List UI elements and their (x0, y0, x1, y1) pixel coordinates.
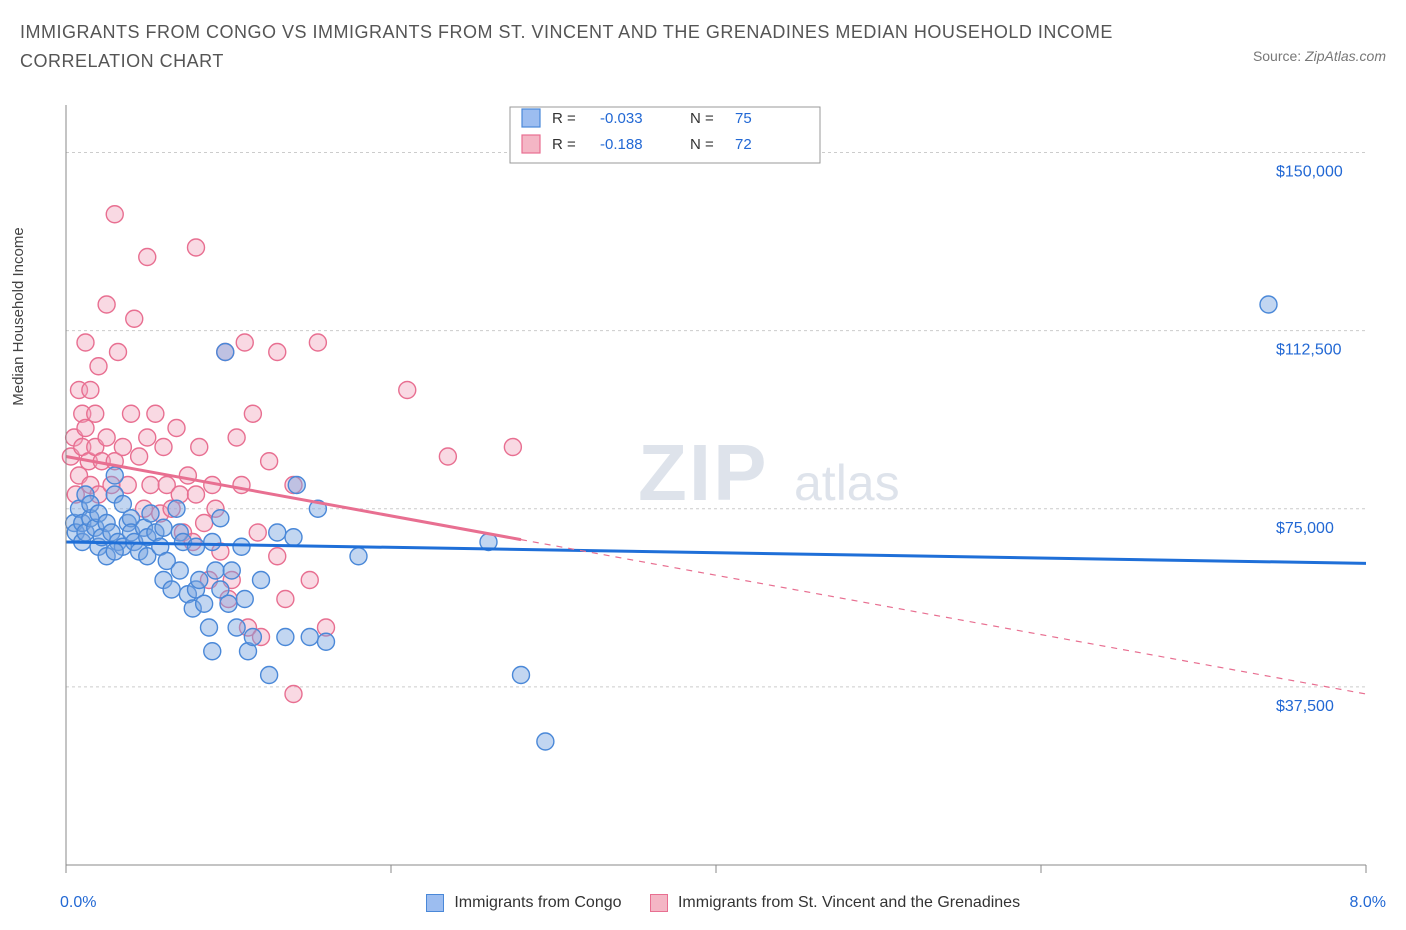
svg-text:ZIP: ZIP (638, 428, 768, 517)
svg-text:atlas: atlas (794, 455, 900, 511)
legend-swatch-a (426, 894, 444, 912)
x-axis-min-label: 0.0% (60, 894, 96, 912)
svg-text:N =: N = (690, 136, 714, 153)
svg-text:-0.188: -0.188 (600, 136, 643, 153)
legend-item-b: Immigrants from St. Vincent and the Gren… (650, 894, 1021, 912)
chart-svg: $37,500 $75,000 $112,500 $150,000 ZIP atlas R … (20, 95, 1386, 895)
source-name: ZipAtlas.com (1305, 48, 1386, 64)
svg-text:N =: N = (690, 110, 714, 127)
legend-swatch-b (650, 894, 668, 912)
source-line: Source: ZipAtlas.com (1253, 48, 1386, 64)
svg-text:$150,000: $150,000 (1276, 164, 1343, 181)
svg-text:R =: R = (552, 136, 576, 153)
svg-text:$112,500: $112,500 (1276, 342, 1342, 359)
legend-item-a: Immigrants from Congo (426, 894, 622, 912)
source-prefix: Source: (1253, 48, 1305, 64)
svg-text:$75,000: $75,000 (1276, 520, 1334, 537)
legend-label-b: Immigrants from St. Vincent and the Gren… (678, 894, 1020, 911)
chart-area: Median Household Income $37,500$75,000$1… (20, 95, 1386, 895)
x-axis-max-label: 8.0% (1350, 894, 1386, 912)
svg-text:R =: R = (552, 110, 576, 127)
svg-text:-0.033: -0.033 (600, 110, 643, 127)
svg-text:$37,500: $37,500 (1276, 698, 1334, 715)
svg-text:75: 75 (735, 110, 752, 127)
svg-text:72: 72 (735, 136, 752, 153)
chart-title: IMMIGRANTS FROM CONGO VS IMMIGRANTS FROM… (20, 18, 1120, 76)
bottom-legend: 0.0% Immigrants from Congo Immigrants fr… (60, 894, 1386, 912)
y-axis-label: Median Household Income (10, 227, 27, 405)
legend-label-a: Immigrants from Congo (454, 894, 621, 911)
